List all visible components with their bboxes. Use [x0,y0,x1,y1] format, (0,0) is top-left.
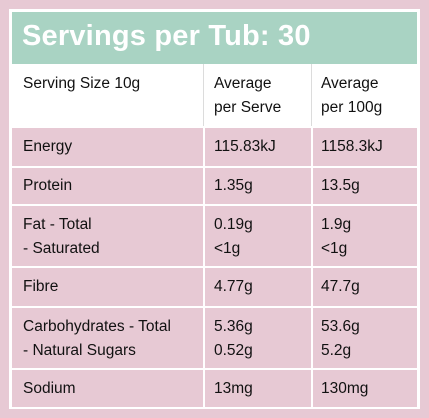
servings-banner: Servings per Tub: 30 [12,12,417,64]
row-per-serve: 1.35g [204,168,312,204]
row-label: Sodium [12,370,204,407]
column-divider [311,128,313,166]
column-divider [203,268,205,306]
row-label-text: Sodium [23,380,76,397]
per-100g-value: 13.5g [321,177,360,194]
per-100g-value: 130mg [321,380,369,397]
per-100g-value: 53.6g [321,318,360,335]
per-serve-value: 4.77g [214,278,253,295]
table-row-protein: Protein 1.35g 13.5g [12,168,417,204]
row-label-text: Protein [23,177,73,194]
row-per-serve: 0.19g <1g [204,206,312,266]
per-serve-subvalue: <1g [214,240,241,257]
column-divider [203,206,205,266]
per-100g-line1: Average [321,75,379,92]
row-per-100g: 1158.3kJ [312,128,417,166]
per-serve-value: 1.35g [214,177,253,194]
row-per-serve: 13mg [204,370,312,407]
per-100g-value: 1.9g [321,216,352,233]
per-serve-line1: Average [214,75,272,92]
per-serve-value: 115.83kJ [214,138,276,155]
row-per-100g: 1.9g <1g [312,206,417,266]
row-label: Fat - Total - Saturated [12,206,204,266]
per-serve-value: 13mg [214,380,253,397]
row-per-serve: 5.36g 0.52g [204,308,312,368]
row-label-text: Carbohydrates - Total [23,318,171,335]
servings-title: Servings per Tub: 30 [22,20,311,52]
column-divider [311,268,313,306]
column-divider [311,206,313,266]
column-divider [203,370,205,407]
per-100g-subvalue: 5.2g [321,342,352,359]
column-divider [311,370,313,407]
header-per-100g: Average per 100g [312,64,417,126]
row-label: Fibre [12,268,204,306]
row-per-100g: 47.7g [312,268,417,306]
row-per-serve: 4.77g [204,268,312,306]
per-100g-line2: per 100g [321,99,383,116]
column-divider [311,64,312,126]
header-serving-size: Serving Size 10g [12,64,204,126]
per-serve-value: 0.19g [214,216,253,233]
column-divider [203,128,205,166]
row-label: Protein [12,168,204,204]
row-label-text: Fibre [23,278,59,295]
column-divider [311,308,313,368]
per-100g-value: 47.7g [321,278,360,295]
table-row-carbohydrates: Carbohydrates - Total - Natural Sugars 5… [12,308,417,368]
row-sublabel-text: - Natural Sugars [23,342,136,359]
row-label-text: Fat - Total [23,216,92,233]
row-per-100g: 130mg [312,370,417,407]
column-divider [311,168,313,204]
row-per-serve: 115.83kJ [204,128,312,166]
row-sublabel-text: - Saturated [23,240,100,257]
per-serve-line2: per Serve [214,99,282,116]
row-label-text: Energy [23,138,73,155]
per-100g-value: 1158.3kJ [321,138,383,155]
serving-size-text: Serving Size 10g [23,75,141,92]
table-row-fibre: Fibre 4.77g 47.7g [12,268,417,306]
row-label: Energy [12,128,204,166]
row-per-100g: 53.6g 5.2g [312,308,417,368]
row-label: Carbohydrates - Total - Natural Sugars [12,308,204,368]
row-per-100g: 13.5g [312,168,417,204]
per-100g-subvalue: <1g [321,240,348,257]
table-row-sodium: Sodium 13mg 130mg [12,370,417,407]
table-row-energy: Energy 115.83kJ 1158.3kJ [12,128,417,166]
header-per-serve: Average per Serve [204,64,312,126]
table-row-fat: Fat - Total - Saturated 0.19g <1g 1.9g <… [12,206,417,266]
table-header: Serving Size 10g Average per Serve Avera… [12,64,417,126]
per-serve-subvalue: 0.52g [214,342,253,359]
column-divider [203,64,204,126]
per-serve-value: 5.36g [214,318,253,335]
column-divider [203,308,205,368]
column-divider [203,168,205,204]
